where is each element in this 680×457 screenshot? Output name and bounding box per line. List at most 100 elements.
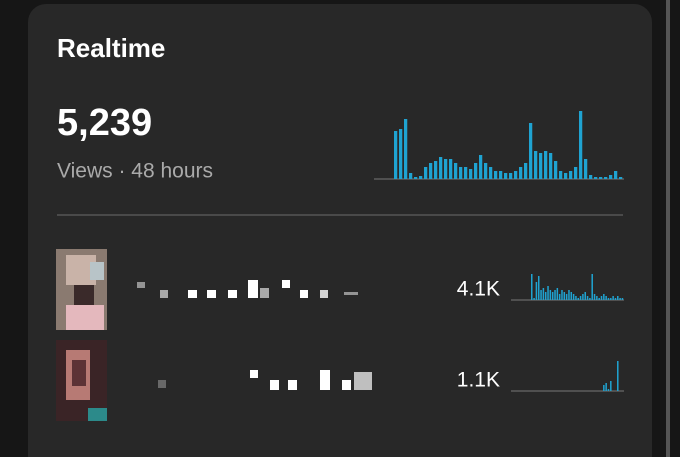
row-views: 4.1K [457,278,500,301]
sparkline-bar [619,177,623,179]
thumbnail[interactable] [56,340,107,421]
sparkline-bar [570,292,573,300]
row-views: 1.1K [457,369,500,392]
sparkline-bar [535,282,538,300]
sparkline-bar [399,129,403,179]
sparkline-bar [614,171,618,179]
sparkline-bar [549,290,552,300]
sparkline-bar [599,177,603,179]
sparkline-bar [565,294,568,300]
sparkline-bar [429,163,433,179]
sparkline-bar [579,296,582,300]
sparkline-bar [547,286,549,300]
sparkline-bar [582,294,584,300]
sparkline-bar [519,167,523,179]
redacted-title[interactable] [158,370,372,390]
sparkline-bar [424,167,428,179]
sparkline-bar [598,298,600,300]
sparkline-bar [533,298,535,300]
sparkline-bar [509,173,513,179]
sparkline-bar [554,161,558,179]
sparkline-bar [589,298,591,300]
sparkline-bar [579,111,583,179]
sparkline-bar [531,274,533,300]
sparkline-bar [459,167,463,179]
sparkline-bar [504,173,508,179]
sparkline-bar [534,151,538,179]
sparkline-bar [474,163,478,179]
sparkline-bar [556,288,559,300]
sparkline-bar [614,298,617,300]
sparkline-bar [593,294,596,300]
sparkline-bar [449,159,453,179]
sparkline-bar [591,274,593,300]
sparkline-bar [603,385,605,391]
scrollbar [666,0,670,457]
card-title: Realtime [57,33,165,63]
sparkline-bar [444,159,448,179]
sparkline-bar [584,159,588,179]
sparkline-bar [604,177,608,179]
sparkline-bar [540,290,542,300]
thumbnail[interactable] [56,249,107,330]
sparkline-bar [621,298,624,300]
sparkline-bar [554,290,556,300]
sparkline-bar [605,296,607,300]
sparkline-bar [409,173,413,179]
sparkline-bar [600,296,603,300]
sparkline-bar [489,167,493,179]
sparkline-bar [561,290,563,300]
sparkline-bar [607,389,610,391]
sparkline-bar [574,167,578,179]
sparkline-bar [609,175,613,179]
sparkline-bar [569,171,573,179]
sparkline-bar [469,169,473,179]
sparkline-bar [589,175,593,179]
sparkline-bar [603,294,605,300]
sparkline-bar [464,167,468,179]
sparkline-bar [610,381,612,391]
sparkline-bar [617,296,619,300]
sparkline-bar [542,288,545,300]
sparkline-bar [414,177,418,179]
realtime-card [28,4,652,457]
sparkline-bar [537,276,540,300]
sparkline-bar [558,294,561,300]
sparkline-bar [572,294,575,300]
sparkline-bar [605,383,607,391]
views-total: 5,239 [57,102,152,144]
sparkline-bar [617,361,619,391]
sparkline-bar [419,176,423,179]
sparkline-bar [484,163,488,179]
sparkline-bar [434,161,438,179]
sparkline-bar [586,296,589,300]
sparkline-bar [551,292,554,300]
sparkline-bar [584,292,586,300]
sparkline-bar [564,173,568,179]
redacted-title[interactable] [137,280,358,298]
sparkline-bar [596,296,598,300]
sparkline-bar [539,153,543,179]
views-caption: Views · 48 hours [57,160,213,183]
sparkline-bar [494,171,498,179]
sparkline-bar [610,298,612,300]
sparkline-bar [479,155,483,179]
sparkline-bar [575,296,577,300]
sparkline-bar [619,298,621,300]
sparkline-bar [524,163,528,179]
sparkline-bar [607,298,610,300]
sparkline-bar [563,292,566,300]
sparkline-bar [544,151,548,179]
sparkline-bar [612,296,614,300]
sparkline-bar [514,171,518,179]
sparkline-bar [568,290,570,300]
sparkline-bar [499,171,503,179]
sparkline-bar [544,292,547,300]
sparkline-bar [577,298,580,300]
sparkline-bar [394,131,398,179]
sparkline-bar [439,157,443,179]
sparkline-bar [549,153,553,179]
sparkline-bar [559,171,563,179]
sparkline-bar [454,163,458,179]
